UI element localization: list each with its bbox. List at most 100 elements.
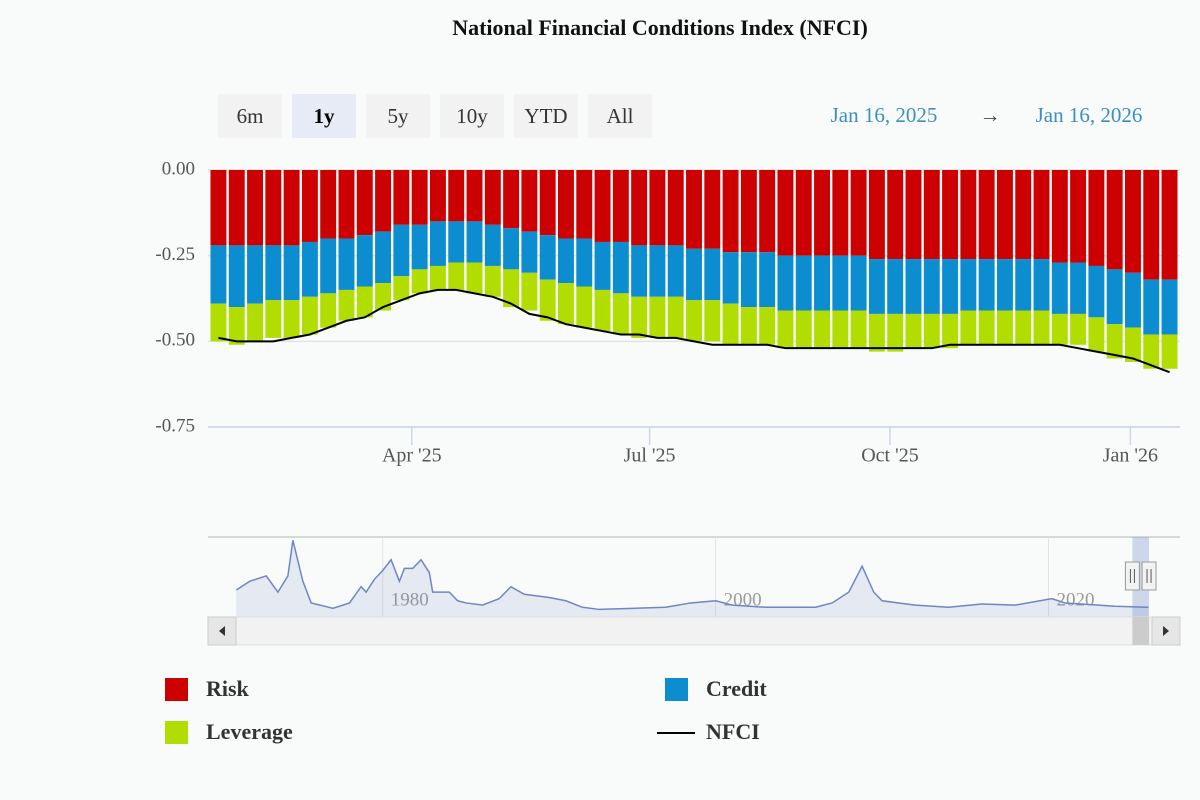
bar-segment <box>777 170 794 256</box>
bar-segment <box>996 259 1013 311</box>
bar-segment <box>978 170 995 260</box>
bar-segment <box>210 303 227 342</box>
range-button-label[interactable]: 1y <box>314 104 336 128</box>
navigator-mask <box>1132 537 1150 617</box>
bar-segment <box>996 170 1013 260</box>
bar-segment <box>740 252 757 308</box>
bar-segment <box>594 170 611 242</box>
bar-segment <box>228 307 245 345</box>
bar-segment <box>466 262 483 294</box>
bar-segment <box>649 170 666 246</box>
bar-segment <box>1070 262 1087 314</box>
bar-segment <box>1106 269 1123 325</box>
range-from[interactable]: Jan 16, 2025 <box>831 103 938 127</box>
x-tick-label: Apr '25 <box>382 445 442 467</box>
bar-segment <box>887 170 904 260</box>
bar-segment <box>996 310 1013 345</box>
bar-segment <box>667 296 684 338</box>
bar-segment <box>832 170 849 256</box>
bar-segment <box>942 313 959 349</box>
bar-segment <box>1125 272 1141 328</box>
y-tick-label: -0.75 <box>155 415 195 436</box>
navigator-tick-label: 1980 <box>391 589 429 610</box>
bar-segment <box>521 231 538 273</box>
bar-segment <box>594 289 611 332</box>
bar-segment <box>704 170 721 249</box>
bar-segment <box>594 241 611 290</box>
legend-symbol <box>665 678 688 701</box>
bar-segment <box>484 265 501 297</box>
bar-segment <box>905 259 922 314</box>
bar-segment <box>740 170 757 253</box>
bar-segment <box>247 245 263 304</box>
bar-segment <box>1125 170 1141 273</box>
scrollbar-track <box>207 616 1181 646</box>
x-tick-label: Jul '25 <box>624 445 676 467</box>
bar-segment <box>722 303 739 345</box>
range-button[interactable] <box>218 94 282 138</box>
bar-segment <box>978 310 995 345</box>
navigator-area <box>236 540 1149 617</box>
bar-segment <box>283 300 300 338</box>
bar-segment <box>448 262 465 290</box>
range-to[interactable]: Jan 16, 2026 <box>1036 103 1143 127</box>
bar-segment <box>466 170 483 222</box>
bar-segment <box>301 241 318 297</box>
range-button[interactable] <box>366 94 430 138</box>
bar-segment <box>1106 170 1123 270</box>
bar-segment <box>283 245 300 301</box>
bar-segment <box>356 170 373 236</box>
bar-segment <box>1143 334 1160 369</box>
bar-segment <box>411 269 428 294</box>
range-button[interactable] <box>292 94 356 138</box>
bar-segment <box>393 224 410 277</box>
y-tick-label: -0.25 <box>155 244 195 265</box>
bar-segment <box>393 170 410 225</box>
range-button-label[interactable]: All <box>607 104 634 128</box>
legend-label[interactable]: Risk <box>206 676 250 701</box>
legend-label[interactable]: NFCI <box>706 719 760 744</box>
legend-label[interactable]: Leverage <box>206 719 293 744</box>
range-button[interactable] <box>514 94 578 138</box>
bar-segment <box>1033 259 1050 311</box>
bar-segment <box>1143 170 1160 280</box>
bar-segment <box>1088 170 1105 266</box>
bar-segment <box>1088 317 1105 352</box>
scrollbar-thumb[interactable] <box>1132 617 1150 645</box>
bar-segment <box>265 170 282 246</box>
bar-segment <box>558 170 574 239</box>
bar-segment <box>521 272 538 311</box>
navigator-handle[interactable] <box>1141 561 1157 591</box>
bar-segment <box>960 170 977 260</box>
bar-segment <box>521 170 538 232</box>
bar-segment <box>850 170 867 256</box>
bar-segment <box>612 170 629 242</box>
range-button[interactable] <box>588 94 652 138</box>
range-button-label[interactable]: 10y <box>456 104 488 128</box>
range-button-label[interactable]: 5y <box>388 104 410 128</box>
bar-segment <box>814 310 830 349</box>
bar-segment <box>1051 170 1068 263</box>
range-button-label[interactable]: 6m <box>237 104 264 128</box>
bar-segment <box>356 235 373 287</box>
y-tick-label: 0.00 <box>162 158 195 179</box>
bar-segment <box>832 310 849 349</box>
range-button-label[interactable]: YTD <box>524 104 567 128</box>
bar-segment <box>338 238 355 290</box>
bar-segment <box>887 313 904 352</box>
bar-segment <box>539 170 556 236</box>
bar-segment <box>759 170 776 253</box>
bar-segment <box>265 300 282 338</box>
bar-segment <box>247 303 263 342</box>
bar-segment <box>887 259 904 314</box>
bar-segment <box>1051 313 1068 345</box>
range-button[interactable] <box>440 94 504 138</box>
legend-label[interactable]: Credit <box>706 676 767 701</box>
scrollbar-left-button[interactable] <box>207 616 237 646</box>
bar-segment <box>686 248 702 301</box>
bar-segment <box>301 296 318 335</box>
bar-segment <box>850 255 867 311</box>
bar-segment <box>905 313 922 349</box>
bar-segment <box>1088 265 1105 318</box>
navigator-handle[interactable] <box>1124 561 1140 591</box>
